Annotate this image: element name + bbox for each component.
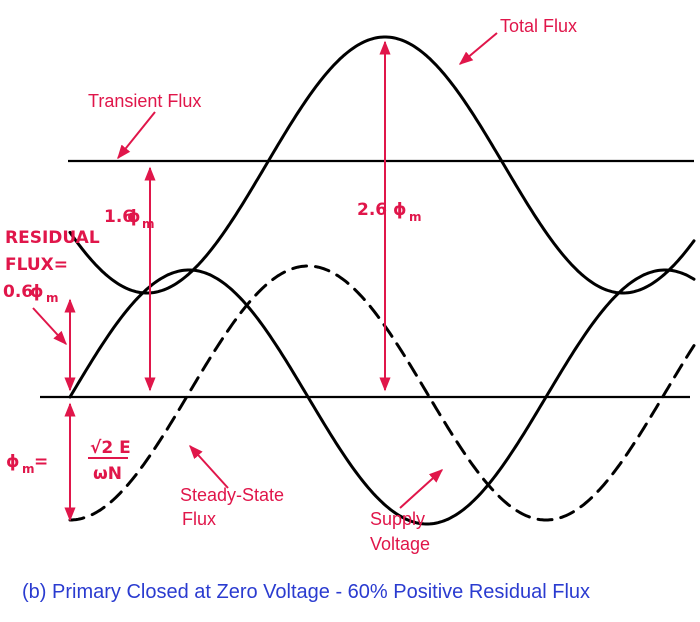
steady-state-pointer xyxy=(189,444,229,489)
svg-text:ωN: ωN xyxy=(93,464,122,484)
svg-text:ϕ: ϕ xyxy=(127,207,141,227)
svg-text:ϕ: ϕ xyxy=(30,282,44,302)
svg-text:1.6: 1.6 xyxy=(104,207,134,227)
phi-m-definition: ϕ m = √2 E ωN xyxy=(6,438,131,484)
total-flux-label: Total Flux xyxy=(500,16,577,36)
supply-voltage-label-line1: Supply xyxy=(370,509,425,529)
svg-text:=: = xyxy=(34,452,48,472)
svg-text:0.6: 0.6 xyxy=(3,282,33,302)
svg-text:m: m xyxy=(409,210,422,224)
total-value-label: 2.6 ϕ m xyxy=(357,200,422,224)
svg-text:FLUX=: FLUX= xyxy=(5,255,68,275)
svg-text:2.6: 2.6 xyxy=(357,200,387,220)
svg-text:RESIDUAL: RESIDUAL xyxy=(5,228,100,248)
supply-voltage-pointer xyxy=(399,469,444,509)
residual-flux-pointer xyxy=(32,307,67,346)
transient-value-label: 1.6 ϕ m xyxy=(104,207,155,231)
supply-voltage-curve xyxy=(68,268,696,526)
steady-state-label-line2: Flux xyxy=(182,509,216,529)
steady-state-label-line1: Steady-State xyxy=(180,485,284,505)
total-flux-pointer xyxy=(458,32,498,65)
svg-text:ϕ: ϕ xyxy=(6,452,20,472)
residual-flux-label: RESIDUAL FLUX= 0.6 ϕ m xyxy=(3,228,100,305)
transient-flux-label: Transient Flux xyxy=(88,91,201,111)
svg-text:ϕ: ϕ xyxy=(393,200,407,220)
svg-text:√2 E: √2 E xyxy=(90,438,131,458)
total-flux-curve xyxy=(68,35,696,295)
svg-text:m: m xyxy=(142,217,155,231)
figure-caption: (b) Primary Closed at Zero Voltage - 60%… xyxy=(22,581,590,603)
svg-text:m: m xyxy=(22,462,35,476)
transient-flux-pointer xyxy=(117,111,156,160)
steady-state-flux-curve xyxy=(68,264,696,522)
svg-text:m: m xyxy=(46,291,59,305)
supply-voltage-label-line2: Voltage xyxy=(370,534,430,554)
